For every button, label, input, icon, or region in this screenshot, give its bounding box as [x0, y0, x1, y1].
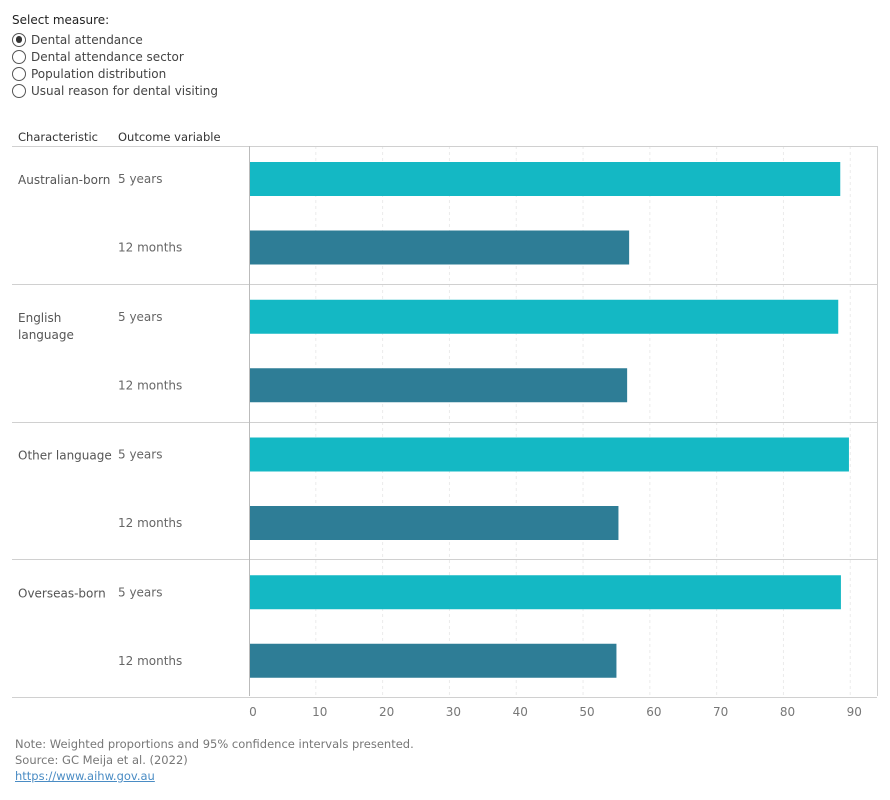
measure-selector-title: Select measure: [12, 13, 110, 27]
footnote: Note: Weighted proportions and 95% confi… [15, 737, 414, 751]
radio-population-distribution[interactable]: Population distribution [12, 65, 166, 82]
source-link-wrap: https://www.aihw.gov.au [15, 769, 155, 783]
bar-twelve-months[interactable] [250, 643, 617, 678]
outcome-label: 12 months [118, 378, 182, 392]
bar-twelve-months[interactable] [250, 506, 619, 540]
bar-twelve-months[interactable] [250, 230, 630, 265]
x-tick-label: 60 [646, 705, 661, 719]
outcome-label: 5 years [118, 448, 162, 462]
characteristic-label: Australian-born [18, 173, 110, 187]
outcome-label: 12 months [118, 654, 182, 668]
radio-label: Dental attendance [31, 32, 143, 47]
radio-usual-reason[interactable]: Usual reason for dental visiting [12, 82, 218, 99]
radio-unselected-icon[interactable] [12, 49, 26, 64]
radio-label: Population distribution [31, 66, 167, 81]
x-tick-label: 90 [847, 705, 862, 719]
x-tick-label: 30 [446, 705, 461, 719]
outcome-label: 5 years [118, 310, 162, 324]
header-characteristic: Characteristic [18, 130, 98, 144]
characteristic-label: Overseas-born [18, 586, 106, 600]
bar-five-years[interactable] [250, 162, 841, 196]
x-tick-label: 50 [579, 705, 594, 719]
x-tick-label: 10 [312, 705, 327, 719]
source-note: Source: GC Meija et al. (2022) [15, 753, 188, 767]
radio-unselected-icon[interactable] [12, 83, 26, 98]
characteristic-label: Other language [18, 449, 112, 463]
x-tick-label: 0 [249, 705, 257, 719]
x-tick-label: 80 [780, 705, 795, 719]
outcome-label: 5 years [118, 172, 162, 186]
radio-dental-attendance[interactable]: Dental attendance [12, 31, 143, 48]
bar-five-years[interactable] [250, 299, 839, 334]
x-tick-label: 70 [713, 705, 728, 719]
source-link[interactable]: https://www.aihw.gov.au [15, 769, 155, 783]
header-outcome-variable: Outcome variable [118, 130, 221, 144]
x-tick-label: 20 [379, 705, 394, 719]
outcome-label: 12 months [118, 516, 182, 530]
x-tick-label: 40 [513, 705, 528, 719]
bar-five-years[interactable] [250, 437, 849, 472]
bar-chart: Australian-born 5 years 12 months English la… [12, 146, 878, 719]
bar-twelve-months[interactable] [250, 368, 628, 403]
radio-unselected-icon[interactable] [12, 66, 26, 81]
outcome-label: 5 years [118, 585, 162, 599]
bar-five-years[interactable] [250, 575, 841, 610]
characteristic-label: English language [18, 311, 74, 342]
radio-selected-icon[interactable] [12, 32, 26, 47]
radio-dental-attendance-sector[interactable]: Dental attendance sector [12, 48, 184, 65]
radio-label: Dental attendance sector [31, 49, 184, 64]
radio-label: Usual reason for dental visiting [31, 83, 218, 98]
outcome-label: 12 months [118, 241, 182, 255]
